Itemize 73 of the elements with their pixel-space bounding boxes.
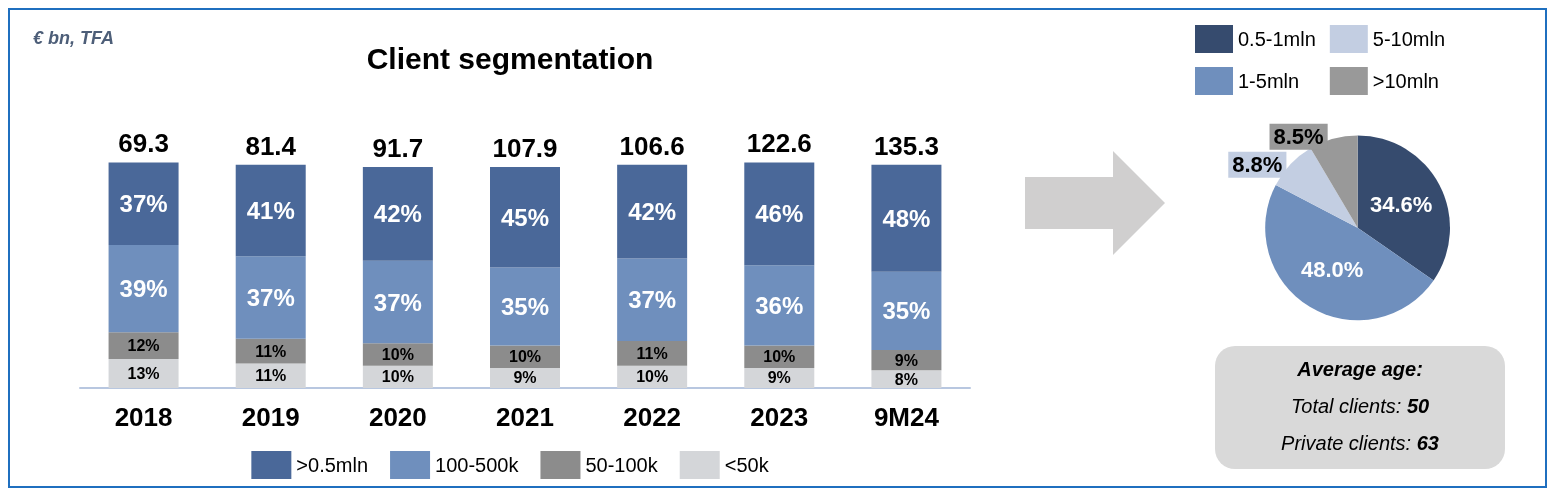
data-label: 8% bbox=[894, 370, 918, 388]
text: Average age: bbox=[1296, 358, 1424, 381]
bar bbox=[744, 162, 815, 266]
data-label: 8.8% bbox=[1232, 152, 1283, 178]
data-label: 39% bbox=[119, 275, 168, 303]
legend-label: 1-5mln bbox=[1238, 70, 1300, 92]
bar bbox=[362, 166, 433, 261]
data-label: 37% bbox=[119, 190, 168, 218]
data-label: 42% bbox=[373, 200, 422, 228]
chart-title: Client segmentation bbox=[366, 41, 654, 75]
text: Private clients: 63 bbox=[1280, 432, 1440, 455]
text: 69.3 bbox=[118, 128, 169, 159]
annotation: 107.9 bbox=[492, 132, 558, 163]
legend-label: >0.5mln bbox=[296, 454, 369, 476]
bar bbox=[744, 265, 815, 346]
data-label: 9% bbox=[767, 369, 791, 387]
x-tick-label: 2022 bbox=[623, 402, 682, 432]
data-label: 41% bbox=[246, 196, 295, 224]
chart-subtitle: € bn, TFA bbox=[33, 28, 114, 48]
legend-label: 100-500k bbox=[435, 454, 520, 476]
data-label: 37% bbox=[373, 288, 422, 316]
text: 81.4 bbox=[245, 130, 297, 161]
bar bbox=[362, 260, 433, 344]
data-label: 48.0% bbox=[1300, 257, 1364, 283]
data-label: 36% bbox=[755, 291, 804, 319]
data-label: 10% bbox=[636, 368, 669, 386]
annotation: 91.7 bbox=[372, 132, 424, 163]
data-label: 11% bbox=[255, 367, 287, 385]
data-label: 10% bbox=[381, 368, 414, 386]
text: Total clients: 50 bbox=[1289, 395, 1431, 418]
data-label: 45% bbox=[500, 203, 550, 231]
data-label: 10% bbox=[381, 346, 414, 363]
data-label: 10% bbox=[763, 348, 796, 366]
data-label: 34.6% bbox=[1369, 192, 1433, 218]
x-tick-label: 2020 bbox=[368, 402, 427, 432]
data-label: 11% bbox=[255, 342, 287, 360]
bar bbox=[871, 164, 942, 272]
data-label: 10% bbox=[508, 348, 542, 366]
data-label: 11% bbox=[636, 344, 668, 362]
text: 106.6 bbox=[619, 130, 685, 161]
bar bbox=[235, 164, 306, 257]
text: 135.3 bbox=[873, 130, 939, 161]
legend-label: 0.5-1mln bbox=[1238, 28, 1316, 50]
data-label: 8.5% bbox=[1273, 124, 1324, 150]
bar bbox=[617, 258, 688, 342]
data-label: 35% bbox=[882, 297, 931, 325]
data-label: 46% bbox=[755, 200, 804, 228]
bar bbox=[108, 245, 179, 333]
legend-label: 50-100k bbox=[585, 454, 659, 476]
data-label: 9% bbox=[894, 351, 918, 369]
data-label: 13% bbox=[127, 364, 160, 382]
bar bbox=[871, 271, 942, 351]
legend-label: >10mln bbox=[1372, 70, 1439, 92]
x-tick-label: 2018 bbox=[114, 402, 173, 432]
bar bbox=[617, 164, 688, 259]
x-tick-label: 2023 bbox=[750, 402, 809, 432]
text: 122.6 bbox=[746, 128, 812, 159]
data-label: 9% bbox=[513, 369, 537, 387]
bar bbox=[235, 256, 306, 339]
data-label: 12% bbox=[127, 337, 160, 355]
bar bbox=[490, 166, 560, 268]
legend-label: <50k bbox=[724, 454, 770, 476]
x-tick-label: 2019 bbox=[241, 402, 300, 432]
x-tick-label: 2021 bbox=[496, 402, 554, 432]
data-label: 48% bbox=[882, 204, 931, 232]
data-label: 37% bbox=[246, 284, 295, 312]
bar bbox=[108, 162, 179, 246]
legend-label: 5-10mln bbox=[1372, 28, 1446, 50]
data-label: 35% bbox=[500, 292, 550, 320]
data-label: 37% bbox=[628, 286, 677, 314]
data-label: 42% bbox=[628, 198, 677, 226]
bar bbox=[490, 267, 560, 346]
x-tick-label: 9M24 bbox=[873, 402, 940, 432]
